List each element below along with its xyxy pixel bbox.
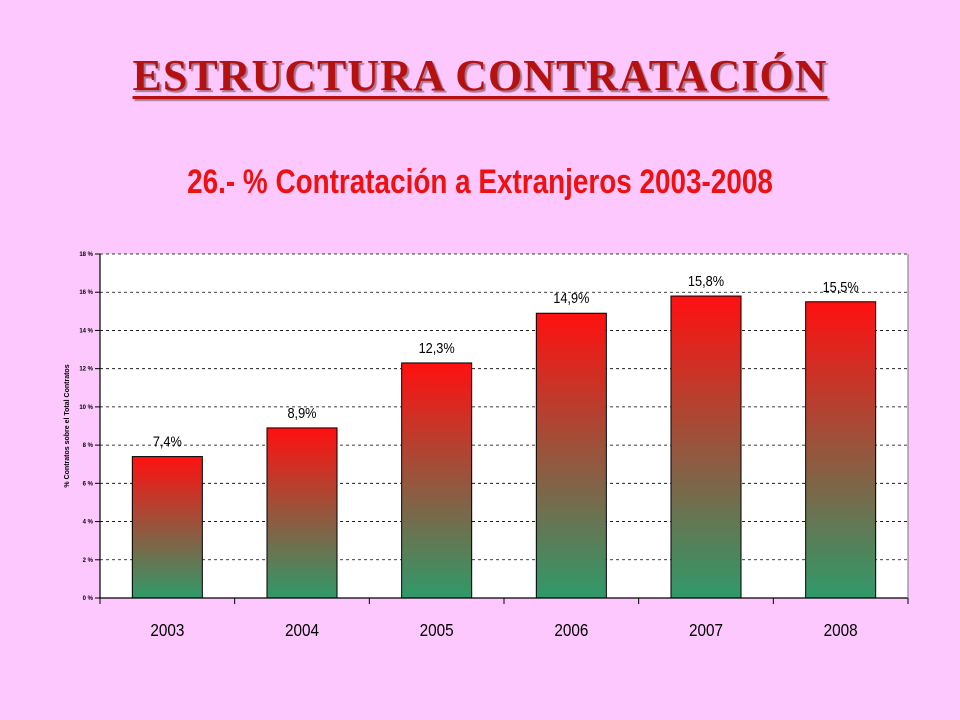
data-label: 15,8% <box>688 272 724 289</box>
labels: 7,4% 2003 8,9% 2004 12,3% 2005 14,9% 2006 15,8% 2… <box>150 272 858 640</box>
y-tick-label: 6 % <box>83 481 94 487</box>
bar-2007 <box>670 295 742 599</box>
y-tick-label: 4 % <box>83 520 94 526</box>
y-tick-label: 0 % <box>83 596 94 602</box>
bar-2006 <box>535 312 607 599</box>
x-tick-label: 2008 <box>824 620 858 640</box>
data-label: 7,4% <box>153 433 182 450</box>
y-tick-label: 2 % <box>83 558 94 564</box>
bar-2004 <box>266 427 338 599</box>
axes: 0 % 2 % 4 % 6 % 8 % 10 % 12 % 14 % 16 % 18 % % Con… <box>64 252 909 604</box>
x-tick-label: 2005 <box>420 620 454 640</box>
bar-2008 <box>805 301 877 599</box>
y-tick-label: 16 % <box>79 290 93 296</box>
data-label: 8,9% <box>287 404 316 421</box>
grid-lines <box>100 253 908 561</box>
slide-title: ESTRUCTURA CONTRATACIÓN <box>132 51 828 100</box>
data-label: 15,5% <box>823 278 859 295</box>
bar-2003 <box>131 456 203 599</box>
y-tick-label: 14 % <box>79 328 93 334</box>
y-axis-title: % Contratos sobre el Total Contratos <box>64 364 71 487</box>
bars <box>131 295 877 599</box>
bar-2005 <box>401 362 473 599</box>
chart-title: 26.- % Contratación a Extranjeros 2003-2… <box>187 163 773 201</box>
x-tick-label: 2003 <box>150 620 184 640</box>
plot-area <box>100 254 908 598</box>
y-tick-label: 12 % <box>79 367 93 373</box>
y-tick-label: 8 % <box>83 443 94 449</box>
y-tick-label: 10 % <box>79 405 93 411</box>
data-label: 14,9% <box>553 289 589 306</box>
data-label: 12,3% <box>419 339 455 356</box>
y-tick-label: 18 % <box>79 252 93 258</box>
x-tick-label: 2007 <box>689 620 723 640</box>
x-tick-label: 2006 <box>554 620 588 640</box>
x-tick-label: 2004 <box>285 620 319 640</box>
